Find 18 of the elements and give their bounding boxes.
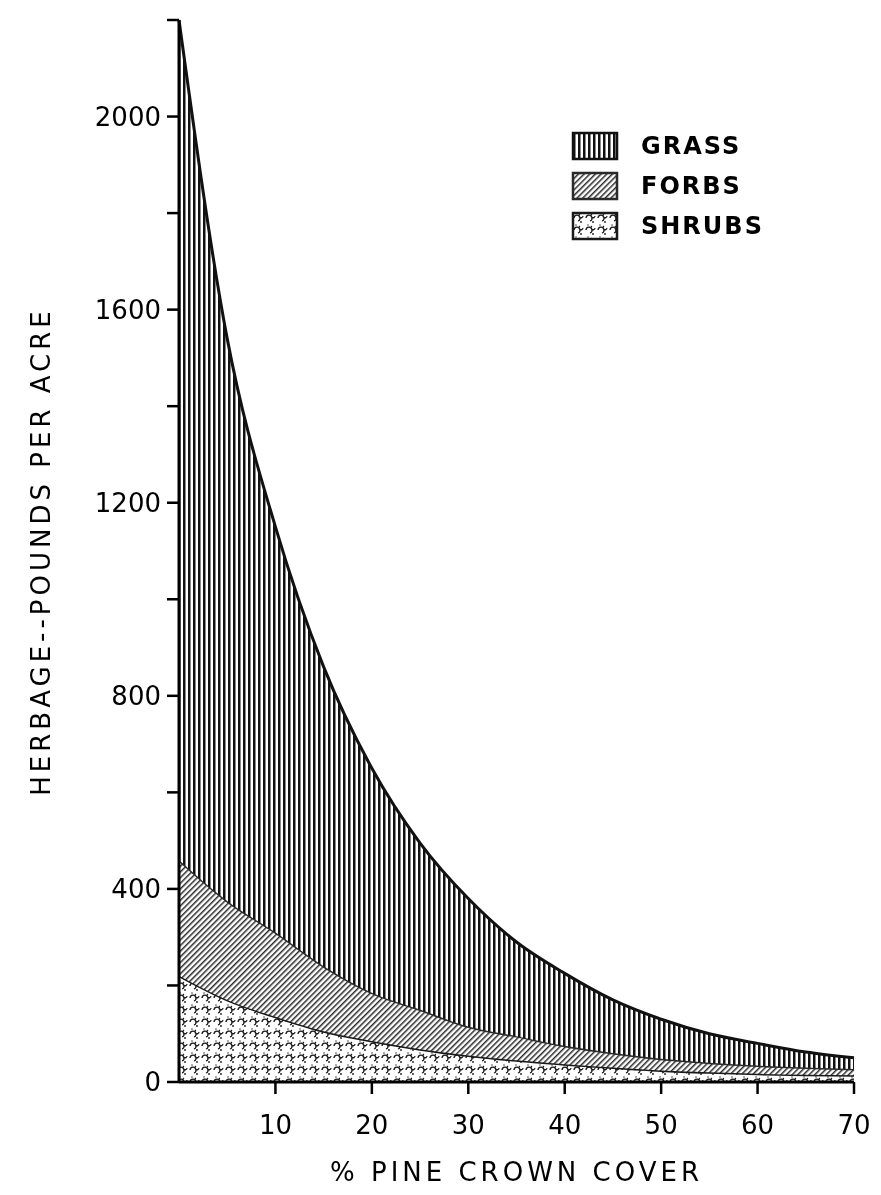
y-tick-label: 2000 [94, 101, 161, 132]
y-tick-label: 800 [111, 680, 161, 711]
x-axis-title: % PINE CROWN COVER [329, 1157, 704, 1187]
legend-label: SHRUBS [641, 212, 764, 241]
y-tick-label: 0 [144, 1067, 161, 1098]
y-tick-label: 1200 [94, 487, 161, 518]
y-tick-label: 1600 [94, 294, 161, 325]
y-tick-label: 400 [111, 874, 161, 905]
x-tick-label: 20 [355, 1110, 389, 1140]
x-tick-label: 50 [644, 1110, 678, 1140]
y-axis-title: HERBAGE--POUNDS PER ACRE [26, 307, 56, 796]
x-tick-label: 70 [837, 1110, 871, 1140]
x-tick-label: 10 [258, 1110, 292, 1140]
legend-label: FORBS [641, 172, 742, 201]
legend-label: GRASS [641, 132, 742, 161]
x-tick-label: 40 [548, 1110, 582, 1140]
x-tick-label: 60 [741, 1110, 775, 1140]
x-tick-label: 30 [451, 1110, 485, 1140]
